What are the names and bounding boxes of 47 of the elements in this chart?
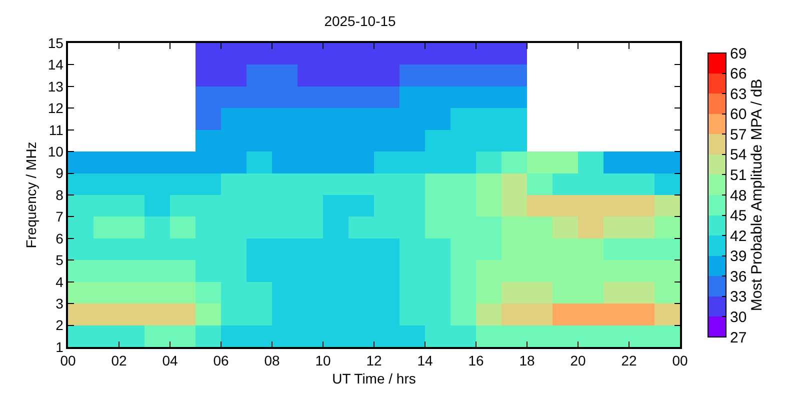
y-tick-label: 2	[56, 317, 64, 334]
y-tick-label: 3	[56, 295, 64, 312]
y-axis-title: Frequency / MHz	[22, 142, 39, 248]
y-tick-label: 4	[56, 274, 64, 290]
x-tick-label: 08	[264, 352, 280, 369]
color-bar-label: 60	[730, 106, 747, 124]
y-tick-label: 8	[56, 186, 64, 203]
color-bar-label: 69	[730, 45, 747, 62]
color-bar-label: 39	[730, 248, 747, 266]
x-tick-label: 12	[366, 352, 382, 369]
color-bar-label: 51	[730, 166, 747, 184]
x-tick-label: 16	[468, 352, 484, 369]
color-bar-label: 45	[730, 208, 747, 225]
y-tick-label: 11	[48, 122, 64, 138]
y-tick-label: 6	[56, 230, 64, 246]
color-bar-label: 33	[730, 288, 747, 306]
x-tick-label: 18	[519, 352, 535, 369]
color-bar-label: 66	[730, 66, 747, 83]
x-tick-label: 10	[315, 352, 331, 369]
x-tick-label: 14	[417, 352, 433, 369]
y-tick-label: 10	[48, 143, 64, 160]
color-bar-label: 63	[730, 86, 747, 103]
y-tick-label: 1	[56, 338, 64, 355]
y-tick-label: 13	[48, 78, 64, 94]
y-tick-label: 9	[56, 165, 64, 182]
color-bar-label: 30	[730, 308, 747, 326]
color-bar-label: 57	[730, 126, 747, 144]
color-bar-label: 48	[730, 187, 747, 204]
color-bar-label: 42	[730, 228, 747, 245]
x-tick-label: 04	[162, 352, 178, 369]
x-tick-label: 00	[60, 352, 76, 369]
x-axis-title: UT Time / hrs	[332, 370, 416, 386]
y-tick-label: 12	[48, 100, 64, 116]
x-tick-label: 02	[111, 352, 127, 369]
color-bar-label: 36	[730, 268, 747, 286]
x-tick-label: 22	[621, 352, 637, 369]
x-tick-label: 06	[213, 352, 229, 369]
color-bar-label: 27	[730, 329, 747, 346]
y-tick-label: 7	[56, 208, 64, 225]
color-bar-title: Most Probable Amplitude MPA / dB	[748, 78, 766, 312]
color-bar-label: 54	[730, 146, 747, 164]
y-tick-label: 14	[48, 56, 64, 73]
y-tick-label: 15	[48, 34, 64, 51]
x-tick-label: 20	[570, 352, 586, 369]
y-tick-label: 5	[56, 252, 64, 268]
x-tick-label: 00	[672, 352, 688, 369]
chart-title: 2025-10-15	[324, 12, 396, 29]
